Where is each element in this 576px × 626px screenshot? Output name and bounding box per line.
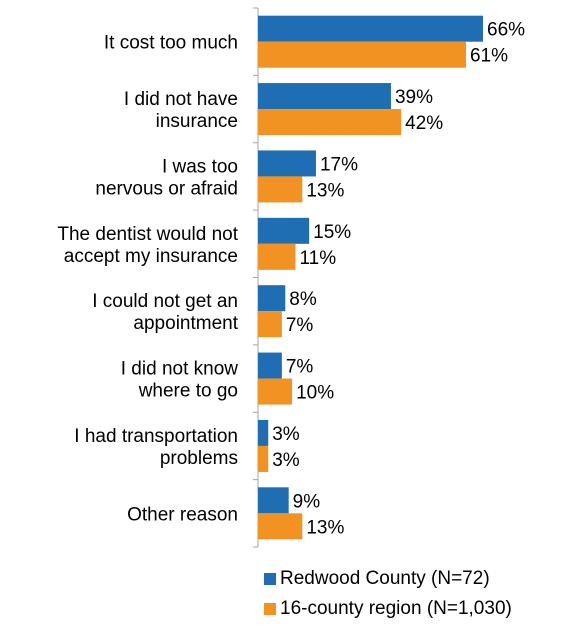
data-label: 17% xyxy=(320,154,358,175)
data-label: 11% xyxy=(300,248,337,269)
bar-region xyxy=(258,445,269,472)
bar-region xyxy=(258,41,466,68)
legend-label-redwood: Redwood County (N=72) xyxy=(280,568,490,589)
category-label: The dentist would not xyxy=(57,224,238,245)
data-label: 9% xyxy=(293,491,321,512)
category-label: I was too xyxy=(162,156,238,177)
category-label: I could not get an xyxy=(92,291,238,312)
bar-region xyxy=(258,176,303,203)
bar-redwood xyxy=(258,352,282,379)
category-label: nervous or afraid xyxy=(95,178,238,199)
data-label: 13% xyxy=(306,180,344,201)
legend-label-region: 16-county region (N=1,030) xyxy=(280,598,512,619)
bar-redwood xyxy=(258,217,310,244)
category-label: I did not have xyxy=(124,89,238,110)
bar-redwood xyxy=(258,150,316,177)
legend-item-redwood: Redwood County (N=72) xyxy=(264,566,512,592)
data-label: 61% xyxy=(470,46,508,67)
bar-redwood xyxy=(258,285,286,312)
bar-redwood xyxy=(258,83,391,110)
legend-item-region: 16-county region (N=1,030) xyxy=(264,596,512,622)
category-label: where to go xyxy=(138,381,238,402)
data-label: 10% xyxy=(296,383,334,404)
legend-swatch-redwood xyxy=(264,573,276,585)
data-label: 66% xyxy=(487,20,525,41)
data-label: 7% xyxy=(286,357,314,378)
bar-redwood xyxy=(258,487,289,514)
bar-region xyxy=(258,513,303,540)
category-label: Other reason xyxy=(127,504,238,525)
bar-region xyxy=(258,378,293,405)
legend-swatch-region xyxy=(264,603,276,615)
category-label: accept my insurance xyxy=(64,246,238,267)
data-label: 3% xyxy=(272,424,300,445)
data-label: 8% xyxy=(289,289,317,310)
data-label: 13% xyxy=(306,517,344,538)
bar-region xyxy=(258,311,282,338)
data-label: 7% xyxy=(286,315,314,336)
category-label: I did not know xyxy=(121,359,239,380)
category-label: I had transportation xyxy=(74,426,238,447)
data-label: 15% xyxy=(313,222,351,243)
data-label: 3% xyxy=(272,450,300,471)
category-label: problems xyxy=(160,448,238,469)
data-label: 42% xyxy=(405,113,443,134)
bar-redwood xyxy=(258,15,483,42)
legend: Redwood County (N=72) 16-county region (… xyxy=(264,566,512,626)
category-label: insurance xyxy=(156,111,238,132)
category-label: appointment xyxy=(133,313,238,334)
category-label: It cost too much xyxy=(104,33,238,54)
bar-region xyxy=(258,109,402,136)
bar-region xyxy=(258,243,296,270)
data-label: 39% xyxy=(395,87,433,108)
bar-redwood xyxy=(258,419,269,446)
